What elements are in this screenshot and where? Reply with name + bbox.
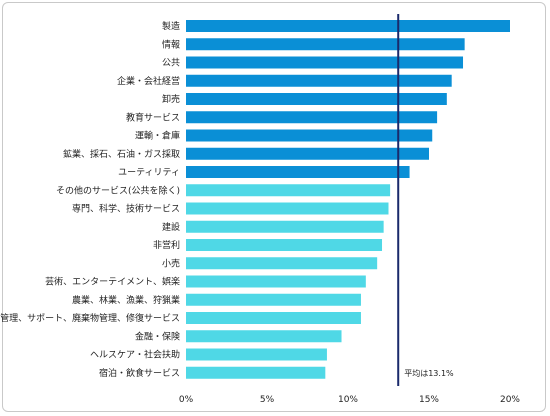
bar — [186, 220, 384, 233]
category-label: 管理、サポート、廃棄物管理、修復サービス — [0, 312, 180, 324]
x-tick-label: 0% — [179, 395, 194, 405]
category-label: 卸売 — [162, 93, 180, 105]
bar — [186, 257, 378, 270]
category-label: 製造 — [162, 20, 180, 32]
bar — [186, 74, 452, 87]
category-label: 公共 — [162, 58, 180, 69]
bar — [186, 239, 383, 251]
category-label: 鉱業、採石、石油・ガス採取 — [63, 148, 180, 160]
category-label: その他のサービス(公共を除く) — [56, 184, 180, 196]
category-label: 運輸・倉庫 — [135, 130, 180, 142]
bar — [186, 56, 464, 69]
x-axis-ticks: 0% 5% 10% 15% 20% — [179, 395, 521, 405]
bar — [186, 366, 326, 379]
category-label: 宿泊・飲食サービス — [99, 367, 180, 379]
category-label: 農業、林業、漁業、狩猟業 — [72, 294, 180, 306]
bar — [186, 312, 361, 324]
category-label: 情報 — [162, 38, 180, 50]
bar — [186, 202, 389, 215]
bar — [186, 111, 438, 124]
x-tick-label: 20% — [500, 395, 520, 405]
category-label: 非営利 — [153, 239, 180, 251]
category-label: 芸術、エンターテイメント、娯楽 — [45, 276, 180, 288]
bar — [186, 147, 429, 160]
bar — [186, 293, 361, 306]
x-tick-label: 15% — [419, 395, 439, 405]
bar — [186, 275, 366, 288]
category-label: 企業・会社経営 — [117, 75, 180, 87]
average-label: 平均は13.1% — [404, 368, 454, 378]
bar — [186, 38, 465, 51]
bar — [186, 20, 510, 32]
category-label: 専門、科学、技術サービス — [72, 203, 180, 215]
category-labels: 製造情報公共企業・会社経営卸売教育サービス運輸・倉庫鉱業、採石、石油・ガス採取ユ… — [0, 20, 180, 379]
average-marker: 平均は13.1% — [397, 14, 454, 386]
bar — [186, 93, 447, 105]
category-label: ユーティリティ — [118, 167, 180, 178]
category-label: ヘルスケア・社会扶助 — [90, 349, 180, 361]
category-label: 小売 — [162, 257, 180, 269]
bar — [186, 348, 327, 361]
category-label: 建設 — [162, 221, 180, 233]
category-label: 教育サービス — [126, 111, 180, 123]
bar — [186, 129, 433, 142]
bar — [186, 330, 342, 343]
x-tick-label: 10% — [338, 395, 358, 405]
bar — [186, 184, 391, 197]
bars-layer — [186, 20, 510, 379]
bar — [186, 166, 410, 178]
category-label: 金融・保険 — [135, 330, 180, 342]
x-tick-label: 5% — [260, 395, 275, 405]
